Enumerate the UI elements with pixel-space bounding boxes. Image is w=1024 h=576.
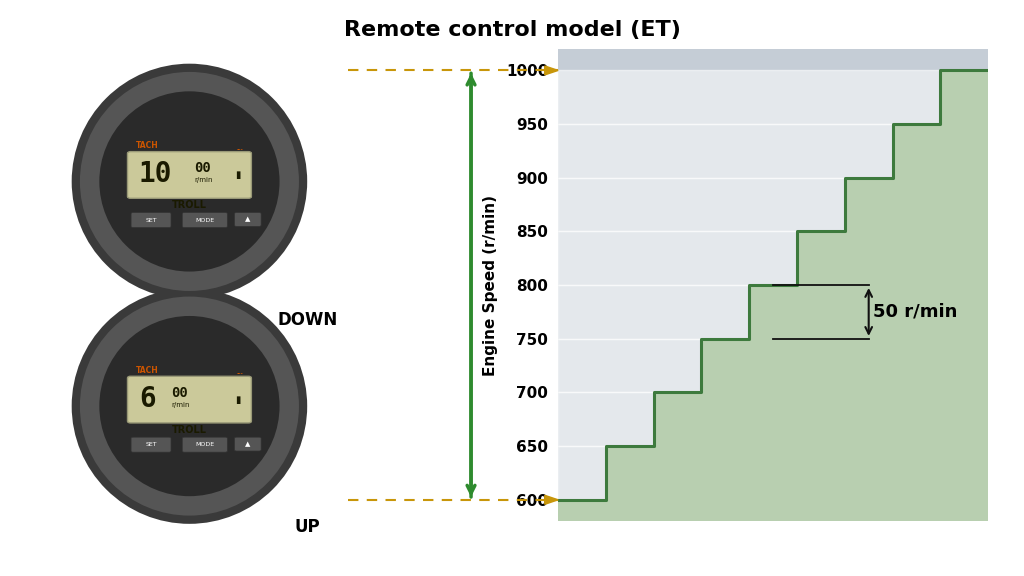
Ellipse shape [72,64,307,299]
Text: ▮: ▮ [234,170,240,180]
Text: 50 r/min: 50 r/min [873,303,957,321]
Text: ▮: ▮ [234,395,240,404]
Text: SET: SET [145,442,158,447]
Ellipse shape [72,289,307,524]
Text: MODE: MODE [196,218,214,222]
Text: Remote control model (ET): Remote control model (ET) [344,20,680,40]
Ellipse shape [99,92,280,271]
Polygon shape [545,495,558,505]
Bar [558,178,988,232]
Bar [558,285,988,339]
Ellipse shape [80,297,299,516]
Text: ---: --- [237,147,244,151]
Bar [558,70,988,124]
Text: 10: 10 [139,160,172,188]
FancyBboxPatch shape [234,437,261,451]
Text: TACH: TACH [135,366,159,375]
FancyBboxPatch shape [127,376,252,423]
FancyBboxPatch shape [131,437,171,452]
Text: 00: 00 [195,161,211,176]
Text: 00: 00 [172,386,188,400]
Text: TROLL: TROLL [172,425,207,435]
Bar [558,446,988,500]
Bar [558,339,988,392]
FancyBboxPatch shape [182,213,227,228]
Polygon shape [558,70,988,521]
Text: UP: UP [294,518,321,536]
Text: TACH: TACH [135,142,159,150]
FancyBboxPatch shape [182,437,227,452]
Text: r/min: r/min [195,177,213,183]
Text: 6: 6 [139,385,156,413]
Text: TROLL: TROLL [172,200,207,210]
Polygon shape [545,66,558,75]
FancyBboxPatch shape [127,151,252,198]
FancyBboxPatch shape [131,213,171,228]
Bar [558,232,988,285]
Bar [558,392,988,446]
Text: DOWN: DOWN [278,310,337,329]
Y-axis label: Engine Speed (r/min): Engine Speed (r/min) [482,195,498,376]
Ellipse shape [80,72,299,291]
FancyBboxPatch shape [234,213,261,226]
Ellipse shape [99,316,280,496]
Text: MODE: MODE [196,442,214,447]
Bar [558,124,988,178]
Text: ▲: ▲ [245,441,251,447]
Text: ---: --- [237,372,244,376]
Text: SET: SET [145,218,158,222]
Text: ▲: ▲ [245,217,251,222]
Text: r/min: r/min [172,402,190,408]
